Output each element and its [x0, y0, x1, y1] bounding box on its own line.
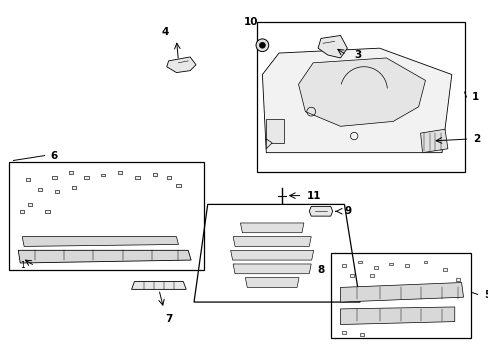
Bar [369, 274, 373, 277]
Bar [359, 333, 363, 336]
Bar [342, 331, 346, 334]
Text: 6: 6 [51, 150, 58, 161]
Polygon shape [266, 120, 284, 143]
Bar [84, 176, 89, 179]
Bar [135, 176, 139, 179]
Text: 5: 5 [483, 290, 488, 300]
Bar [118, 171, 122, 174]
Polygon shape [340, 283, 463, 302]
Bar [373, 266, 377, 269]
Polygon shape [308, 206, 332, 216]
Polygon shape [240, 223, 303, 233]
Text: 9: 9 [344, 206, 351, 216]
Bar [442, 268, 446, 271]
Polygon shape [18, 250, 191, 263]
Polygon shape [230, 250, 313, 260]
Bar [404, 265, 408, 267]
Polygon shape [166, 57, 196, 73]
Polygon shape [420, 129, 447, 153]
Bar [342, 265, 346, 267]
Circle shape [256, 39, 268, 51]
Polygon shape [340, 307, 454, 324]
Bar [357, 261, 361, 263]
Polygon shape [233, 264, 310, 274]
Circle shape [259, 42, 265, 48]
Polygon shape [298, 58, 425, 126]
Bar [166, 176, 170, 179]
Bar [101, 174, 105, 176]
Text: 11: 11 [306, 191, 321, 201]
Bar [38, 188, 42, 191]
Polygon shape [245, 278, 298, 287]
Bar [45, 210, 50, 213]
Bar [256, 22, 464, 172]
Bar [52, 176, 57, 179]
Bar [26, 179, 30, 181]
Text: 1: 1 [20, 261, 24, 270]
Bar [8, 162, 203, 270]
Bar [176, 184, 180, 187]
Text: 4: 4 [161, 27, 168, 37]
Polygon shape [317, 36, 346, 58]
Polygon shape [22, 237, 178, 246]
Bar [72, 186, 76, 189]
Polygon shape [233, 237, 310, 246]
Bar [349, 274, 353, 277]
Bar [388, 262, 392, 265]
Polygon shape [262, 48, 451, 153]
Bar [69, 171, 73, 174]
Bar [455, 278, 459, 281]
Text: 10: 10 [243, 17, 257, 27]
Bar [423, 261, 427, 263]
Text: 7: 7 [164, 314, 172, 324]
Text: 8: 8 [317, 265, 324, 275]
Bar [153, 172, 157, 176]
Text: 3: 3 [354, 50, 361, 60]
Polygon shape [131, 282, 186, 289]
Bar [28, 203, 32, 206]
Text: 2: 2 [473, 134, 480, 144]
Polygon shape [266, 139, 272, 149]
Text: 1: 1 [471, 92, 478, 102]
Bar [20, 210, 24, 213]
Bar [55, 190, 60, 193]
Bar [330, 253, 470, 338]
